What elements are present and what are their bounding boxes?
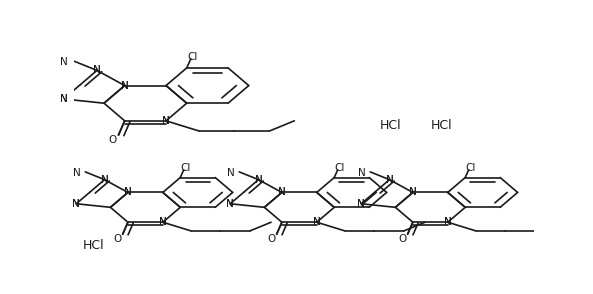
Text: O: O bbox=[398, 233, 406, 243]
Text: N: N bbox=[60, 94, 68, 104]
Text: N: N bbox=[159, 217, 167, 227]
Text: N: N bbox=[124, 188, 132, 198]
Text: N: N bbox=[358, 199, 365, 209]
Text: HCl: HCl bbox=[82, 239, 104, 252]
Text: N: N bbox=[227, 168, 234, 178]
Text: N: N bbox=[385, 175, 393, 185]
Text: N: N bbox=[93, 65, 101, 75]
Text: N: N bbox=[162, 116, 170, 126]
Text: N: N bbox=[444, 217, 452, 227]
Text: N: N bbox=[358, 168, 365, 178]
Text: N: N bbox=[101, 175, 109, 185]
Text: N: N bbox=[101, 175, 109, 185]
Text: N: N bbox=[227, 199, 234, 209]
Text: HCl: HCl bbox=[380, 119, 401, 132]
Text: N: N bbox=[121, 81, 129, 91]
Text: Cl: Cl bbox=[466, 163, 476, 173]
Text: N: N bbox=[60, 94, 68, 104]
Text: N: N bbox=[444, 217, 452, 227]
Text: N: N bbox=[278, 188, 286, 198]
Text: O: O bbox=[267, 233, 276, 243]
Text: N: N bbox=[73, 168, 81, 178]
Text: O: O bbox=[108, 135, 116, 145]
Text: N: N bbox=[358, 199, 365, 209]
Text: N: N bbox=[409, 188, 417, 198]
Text: N: N bbox=[227, 199, 234, 209]
Text: N: N bbox=[313, 217, 321, 227]
Text: N: N bbox=[313, 217, 321, 227]
Text: N: N bbox=[60, 57, 68, 67]
Text: N: N bbox=[159, 217, 167, 227]
Text: N: N bbox=[254, 175, 262, 185]
Text: N: N bbox=[72, 199, 80, 209]
Text: N: N bbox=[124, 188, 132, 198]
Text: Cl: Cl bbox=[180, 163, 191, 173]
Text: N: N bbox=[93, 65, 101, 75]
Text: HCl: HCl bbox=[431, 119, 452, 132]
Text: N: N bbox=[385, 175, 393, 185]
Text: Cl: Cl bbox=[188, 52, 198, 62]
Text: N: N bbox=[162, 116, 170, 126]
Text: N: N bbox=[409, 188, 417, 198]
Text: N: N bbox=[254, 175, 262, 185]
Text: Cl: Cl bbox=[334, 163, 345, 173]
Text: N: N bbox=[278, 188, 286, 198]
Text: N: N bbox=[72, 199, 80, 209]
Text: N: N bbox=[121, 81, 129, 91]
Text: O: O bbox=[113, 233, 122, 243]
